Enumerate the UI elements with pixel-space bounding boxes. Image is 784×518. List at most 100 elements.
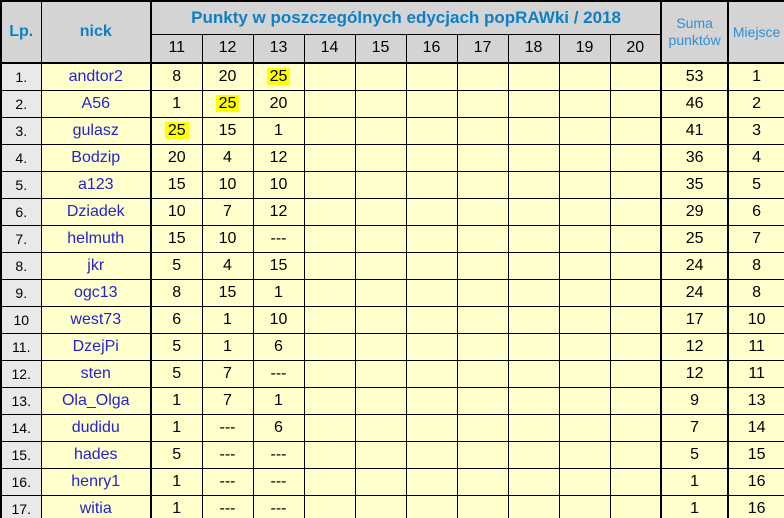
points-cell <box>354 117 407 145</box>
points-cell <box>609 279 662 307</box>
suma-cell: 12 <box>660 333 729 361</box>
highlighted-points-value: 25 <box>215 95 240 112</box>
points-cell <box>558 360 611 388</box>
points-cell <box>507 387 560 415</box>
row-number-cell: 16. <box>0 468 42 496</box>
points-cell <box>609 306 662 334</box>
nick-cell: DzejPi <box>40 333 152 361</box>
points-cell <box>456 144 509 172</box>
points-cell <box>558 441 611 469</box>
points-cell <box>456 117 509 145</box>
points-cell: 15 <box>201 279 254 307</box>
points-value: 4 <box>223 257 232 274</box>
points-cell: 8 <box>150 279 203 307</box>
points-cell <box>354 225 407 253</box>
miejsce-cell: 8 <box>727 279 784 307</box>
points-cell <box>507 90 560 118</box>
points-cell: 6 <box>252 414 305 442</box>
points-value: 15 <box>167 230 186 247</box>
table-row: 7. helmuth 15 10 --- 25 7 <box>0 225 784 253</box>
miejsce-cell: 5 <box>727 171 784 199</box>
suma-cell: 53 <box>660 62 729 91</box>
suma-cell: 7 <box>660 414 729 442</box>
miejsce-cell: 15 <box>727 441 784 469</box>
points-cell: 1 <box>201 306 254 334</box>
points-value: 20 <box>167 149 186 166</box>
col-header-edition-14: 14 <box>303 33 356 64</box>
points-cell <box>609 62 662 91</box>
suma-cell: 24 <box>660 279 729 307</box>
points-value: 15 <box>218 284 237 301</box>
points-cell <box>456 90 509 118</box>
points-cell: 1 <box>150 90 203 118</box>
suma-cell: 36 <box>660 144 729 172</box>
nick-cell: henry1 <box>40 468 152 496</box>
points-cell <box>354 333 407 361</box>
col-header-edition-15: 15 <box>354 33 407 64</box>
points-cell <box>558 306 611 334</box>
nick-cell: sten <box>40 360 152 388</box>
points-cell <box>456 225 509 253</box>
points-cell: 20 <box>252 90 305 118</box>
points-cell <box>609 171 662 199</box>
points-cell <box>609 414 662 442</box>
points-value: 7 <box>223 392 232 409</box>
suma-cell: 35 <box>660 171 729 199</box>
points-value: --- <box>270 230 287 247</box>
points-cell: 1 <box>252 117 305 145</box>
points-value: 15 <box>218 122 237 139</box>
table-row: 15. hades 5 --- --- 5 15 <box>0 441 784 469</box>
points-cell: 15 <box>201 117 254 145</box>
points-cell <box>354 495 407 518</box>
nick-cell: Bodzip <box>40 144 152 172</box>
points-value: --- <box>270 446 287 463</box>
points-cell <box>507 468 560 496</box>
points-cell <box>405 279 458 307</box>
points-cell <box>558 198 611 226</box>
points-cell <box>558 414 611 442</box>
points-value: 4 <box>223 149 232 166</box>
points-cell <box>456 252 509 280</box>
col-header-edition-20: 20 <box>609 33 662 64</box>
table-row: 11. DzejPi 5 1 6 12 11 <box>0 333 784 361</box>
points-cell: 1 <box>150 387 203 415</box>
header-title-row: Lp. nick Punkty w poszczególnych edycjac… <box>0 0 784 64</box>
points-cell <box>507 333 560 361</box>
suma-cell: 17 <box>660 306 729 334</box>
points-cell <box>609 495 662 518</box>
points-cell <box>303 225 356 253</box>
points-value: 5 <box>172 365 182 382</box>
row-number-cell: 13. <box>0 387 42 415</box>
miejsce-cell: 16 <box>727 495 784 518</box>
points-cell <box>303 62 356 91</box>
table-row: 8. jkr 5 4 15 24 8 <box>0 252 784 280</box>
points-cell <box>354 144 407 172</box>
row-number-cell: 8. <box>0 252 42 280</box>
points-value: 12 <box>269 149 288 166</box>
points-cell <box>303 198 356 226</box>
points-cell <box>558 252 611 280</box>
nick-cell: A56 <box>40 90 152 118</box>
points-cell <box>354 62 407 91</box>
nick-cell: ogc13 <box>40 279 152 307</box>
points-cell: 25 <box>150 117 203 145</box>
points-cell: 7 <box>201 387 254 415</box>
points-value: 1 <box>172 95 182 112</box>
points-cell <box>456 495 509 518</box>
points-cell <box>303 333 356 361</box>
col-header-suma: Suma punktów <box>660 0 729 64</box>
points-value: 10 <box>167 203 186 220</box>
points-value: 7 <box>223 365 232 382</box>
points-value: 12 <box>269 203 288 220</box>
points-cell: 25 <box>252 62 305 91</box>
points-value: 1 <box>274 284 283 301</box>
points-cell <box>405 306 458 334</box>
row-number-cell: 6. <box>0 198 42 226</box>
points-cell <box>558 90 611 118</box>
points-value: 10 <box>269 311 288 328</box>
points-cell <box>609 90 662 118</box>
points-cell: 5 <box>150 441 203 469</box>
points-cell: 1 <box>150 468 203 496</box>
table-row: 2. A56 1 25 20 46 2 <box>0 90 784 118</box>
